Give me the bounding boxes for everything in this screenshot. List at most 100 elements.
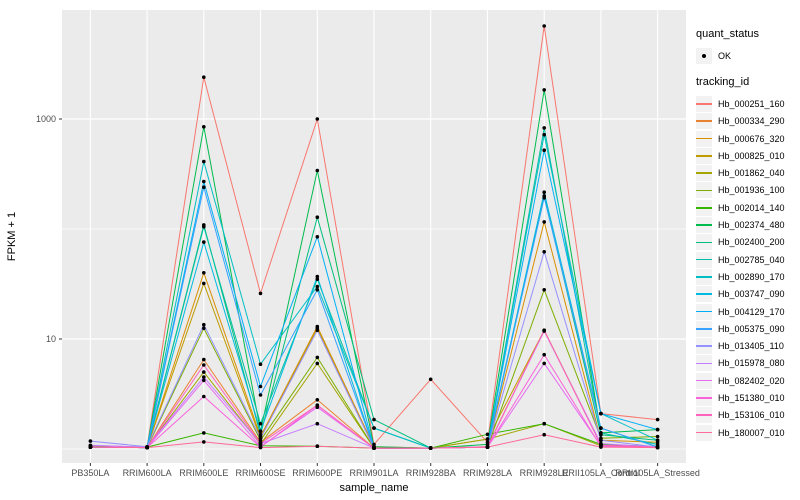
legend-item-label: Hb_000251_160	[718, 98, 785, 109]
legend-key-line	[696, 224, 712, 226]
data-point	[315, 361, 320, 366]
legend-item-label: Hb_002785_040	[718, 254, 785, 265]
y-tick-label: 10	[46, 334, 56, 344]
legend-item-label: Hb_005375_090	[718, 323, 785, 334]
data-point	[542, 432, 546, 437]
legend-key-line	[696, 137, 712, 140]
line-key-icon	[696, 424, 712, 441]
y-axis-title: FPKM + 1	[6, 212, 18, 261]
data-point	[485, 437, 490, 441]
legend-item: Hb_000334_290	[696, 113, 798, 130]
data-point	[655, 417, 660, 422]
data-point	[258, 362, 263, 367]
data-point	[202, 322, 206, 327]
legend-item-label: OK	[718, 50, 732, 61]
legend-item: Hb_002890_170	[696, 268, 798, 285]
legend-item: Hb_015978_080	[696, 355, 798, 372]
data-point	[202, 224, 206, 229]
line-key-icon	[696, 199, 712, 216]
data-point	[599, 426, 603, 430]
data-point	[542, 190, 546, 194]
line-key-icon	[696, 320, 712, 337]
legend-item-label: Hb_000334_290	[718, 116, 785, 127]
legend-key-line	[696, 431, 712, 434]
data-point	[599, 438, 603, 443]
line-key-icon	[696, 147, 712, 164]
x-tick-label: RRIM600LE	[179, 468, 228, 478]
line-key-icon	[696, 165, 712, 182]
plot-generated-content: PB350LA RRIM600LA RRIM600LE RRIM600SE RRIM60…	[36, 10, 700, 478]
data-point	[315, 215, 320, 219]
data-point	[315, 235, 320, 239]
data-point	[202, 357, 206, 362]
data-point	[372, 426, 376, 430]
legend-item-label: Hb_013405_110	[718, 341, 784, 352]
legend-item: Hb_002400_200	[696, 234, 798, 251]
data-point	[88, 439, 93, 443]
legend-item: Hb_180007_010	[696, 424, 798, 441]
point-key-icon	[696, 47, 712, 64]
data-point	[599, 431, 603, 435]
legend-title-tracking-id: tracking_id	[696, 76, 750, 89]
line-key-icon	[696, 303, 712, 320]
legend-item: Hb_013405_110	[696, 337, 798, 355]
legend-key-line	[696, 379, 712, 382]
data-point	[372, 417, 376, 422]
x-tick-label: RRIM901LA	[349, 468, 398, 478]
legend-item-label: Hb_180007_010	[718, 427, 785, 438]
x-axis-title: sample_name	[339, 482, 408, 494]
y-tick-label: 1000	[36, 114, 56, 124]
data-point	[145, 445, 149, 450]
legend-item: Hb_000825_010	[696, 147, 798, 164]
data-point	[485, 432, 490, 437]
legend-key-line	[696, 258, 712, 261]
data-point	[315, 403, 320, 408]
legend-key-line	[696, 293, 712, 295]
data-point	[202, 370, 206, 374]
line-key-icon	[696, 217, 712, 234]
data-point	[655, 438, 660, 443]
x-tick-label: RRII105LA_Stressed	[615, 468, 700, 478]
data-point	[202, 363, 206, 367]
legend-key-line	[696, 414, 712, 417]
line-key-icon	[696, 182, 712, 199]
legend-item-label: Hb_151380_010	[718, 392, 785, 403]
legend-item-label: Hb_001862_040	[718, 168, 785, 179]
legend-item: Hb_003747_090	[696, 286, 798, 303]
legend-item-ok: OK	[696, 47, 798, 64]
x-tick-label: RRIM928BA	[406, 468, 456, 478]
data-point	[202, 375, 206, 379]
legend-item: Hb_153106_010	[696, 407, 798, 424]
legend-item-label: Hb_002400_200	[718, 237, 785, 248]
data-point	[258, 429, 263, 434]
data-point	[202, 185, 206, 189]
line-key-icon	[696, 234, 712, 251]
data-point	[315, 421, 320, 426]
legend-key-line	[696, 155, 712, 157]
x-tick-label: RRIM600SE	[236, 468, 286, 478]
legend-key-line	[696, 172, 712, 174]
legend-title-quant-status: quant_status	[696, 28, 759, 40]
data-point	[655, 445, 660, 450]
legend-panel: quant_status OK tracking_id Hb_000251_16…	[696, 28, 798, 441]
data-point	[542, 361, 546, 366]
data-point	[542, 196, 546, 200]
data-point	[202, 125, 206, 129]
data-point	[428, 446, 433, 450]
line-key-icon	[696, 130, 712, 147]
legend-item-label: Hb_153106_010	[718, 410, 785, 421]
legend-key-line	[696, 310, 712, 313]
legend-key-line	[696, 345, 712, 347]
legend-key-line	[696, 120, 712, 123]
line-key-icon	[696, 389, 712, 406]
data-point	[428, 377, 433, 382]
data-point	[202, 179, 206, 184]
legend-item: Hb_000676_320	[696, 130, 798, 147]
legend-key-line	[696, 328, 712, 330]
data-point	[599, 445, 603, 449]
data-point	[258, 441, 263, 446]
legend-items-tracking: Hb_000251_160 Hb_000334_290 Hb_000676_320 H…	[696, 95, 798, 441]
legend-item-label: Hb_001936_100	[718, 185, 785, 196]
